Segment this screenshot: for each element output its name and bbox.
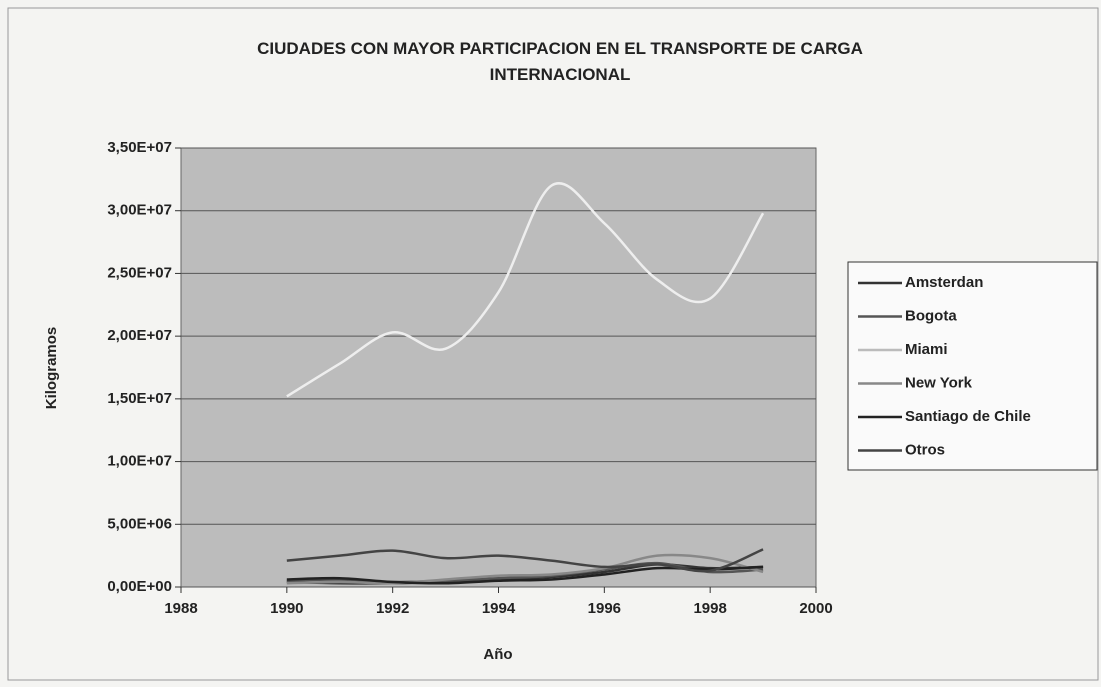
legend-label: Bogota <box>905 307 957 324</box>
legend-box <box>847 261 1098 471</box>
legend-label: Otros <box>905 441 945 458</box>
x-tick-label: 1988 <box>164 600 197 617</box>
legend-label: Miami <box>905 341 948 358</box>
chart-title: CIUDADES CON MAYOR PARTICIPACION EN EL T… <box>257 39 863 84</box>
chart-frame <box>7 7 1099 681</box>
y-tick-label: 3,00E+07 <box>107 202 172 219</box>
series-line <box>286 182 765 398</box>
x-tick-label: 1992 <box>376 600 409 617</box>
legend-label: Santiago de Chile <box>905 408 1031 425</box>
y-tick-label: 2,00E+07 <box>107 327 172 344</box>
legend-label: Amsterdan <box>905 274 983 291</box>
y-tick-label: 1,00E+07 <box>107 453 172 470</box>
x-tick-label: 1996 <box>588 600 621 617</box>
x-tick-label: 1998 <box>693 600 726 617</box>
y-tick-label: 0,00E+00 <box>107 578 172 595</box>
x-axis-label: Año <box>483 646 512 663</box>
y-tick-label: 1,50E+07 <box>107 390 172 407</box>
plot-area <box>180 147 817 588</box>
y-tick-label: 3,50E+07 <box>107 139 172 156</box>
x-tick-label: 2000 <box>799 600 832 617</box>
series-line <box>286 553 764 585</box>
y-tick-label: 5,00E+06 <box>107 515 172 532</box>
x-tick-label: 1994 <box>482 600 516 617</box>
y-tick-label: 2,50E+07 <box>107 264 172 281</box>
x-tick-label: 1990 <box>270 600 303 617</box>
legend-label: New York <box>905 374 973 391</box>
series-line <box>286 548 764 573</box>
y-axis-label: Kilogramos <box>43 327 60 410</box>
